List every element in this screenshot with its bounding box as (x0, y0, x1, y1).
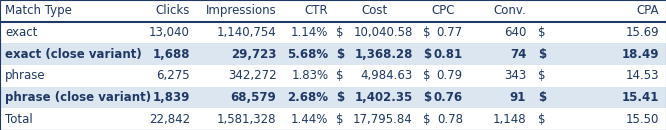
Bar (0, 43, 666, 65)
Text: 1.44%: 1.44% (291, 113, 328, 126)
Text: 22,842: 22,842 (149, 113, 190, 126)
Bar (0, 0, 666, 22)
Bar (0, 87, 666, 108)
Text: exact (close variant): exact (close variant) (5, 48, 142, 61)
Text: $: $ (538, 69, 545, 82)
Text: 15.69: 15.69 (626, 26, 659, 39)
Text: CPA: CPA (637, 4, 659, 17)
Text: Total: Total (5, 113, 33, 126)
Text: $: $ (336, 69, 344, 82)
Text: 4,984.63: 4,984.63 (361, 69, 413, 82)
Text: 1,140,754: 1,140,754 (216, 26, 276, 39)
Text: 1,368.28: 1,368.28 (354, 48, 413, 61)
Text: 2.68%: 2.68% (287, 91, 328, 104)
Text: 5.68%: 5.68% (287, 48, 328, 61)
Text: 15.41: 15.41 (622, 91, 659, 104)
Text: $: $ (336, 91, 344, 104)
Text: 1,581,328: 1,581,328 (217, 113, 276, 126)
Text: CPC: CPC (431, 4, 455, 17)
Text: Match Type: Match Type (5, 4, 72, 17)
Text: $: $ (423, 48, 431, 61)
Text: 13,040: 13,040 (149, 26, 190, 39)
Text: $: $ (336, 26, 344, 39)
Text: Clicks: Clicks (155, 4, 190, 17)
Text: Conv.: Conv. (494, 4, 526, 17)
Text: $: $ (538, 48, 546, 61)
Text: Cost: Cost (362, 4, 388, 17)
Text: 29,723: 29,723 (231, 48, 276, 61)
Text: 1,402.35: 1,402.35 (355, 91, 413, 104)
Bar (0, 108, 666, 130)
Text: 6,275: 6,275 (157, 69, 190, 82)
Text: $: $ (336, 113, 344, 126)
Bar (0, 22, 666, 43)
Text: $: $ (423, 91, 431, 104)
Text: CTR: CTR (305, 4, 328, 17)
Text: 1,688: 1,688 (153, 48, 190, 61)
Text: 640: 640 (503, 26, 526, 39)
Text: 0.78: 0.78 (437, 113, 463, 126)
Text: 1.14%: 1.14% (291, 26, 328, 39)
Text: $: $ (538, 113, 545, 126)
Text: exact: exact (5, 26, 38, 39)
Text: $: $ (423, 113, 430, 126)
Text: 91: 91 (509, 91, 526, 104)
Text: Impressions: Impressions (206, 4, 276, 17)
Text: 17,795.84: 17,795.84 (353, 113, 413, 126)
Text: 0.76: 0.76 (434, 91, 463, 104)
Text: 15.50: 15.50 (626, 113, 659, 126)
Text: $: $ (423, 69, 430, 82)
Text: 343: 343 (504, 69, 526, 82)
Text: phrase: phrase (5, 69, 46, 82)
Text: 68,579: 68,579 (230, 91, 276, 104)
Text: $: $ (538, 26, 545, 39)
Text: 0.79: 0.79 (437, 69, 463, 82)
Text: phrase (close variant): phrase (close variant) (5, 91, 151, 104)
Text: 342,272: 342,272 (228, 69, 276, 82)
Text: 0.81: 0.81 (434, 48, 463, 61)
Text: 0.77: 0.77 (437, 26, 463, 39)
Text: 14.53: 14.53 (626, 69, 659, 82)
Text: $: $ (336, 48, 344, 61)
Text: 10,040.58: 10,040.58 (354, 26, 413, 39)
Text: $: $ (423, 26, 430, 39)
Text: 18.49: 18.49 (622, 48, 659, 61)
Text: 1.83%: 1.83% (291, 69, 328, 82)
Text: 74: 74 (509, 48, 526, 61)
Text: 1,148: 1,148 (493, 113, 526, 126)
Text: $: $ (538, 91, 546, 104)
Text: 1,839: 1,839 (153, 91, 190, 104)
Bar (0, 65, 666, 87)
